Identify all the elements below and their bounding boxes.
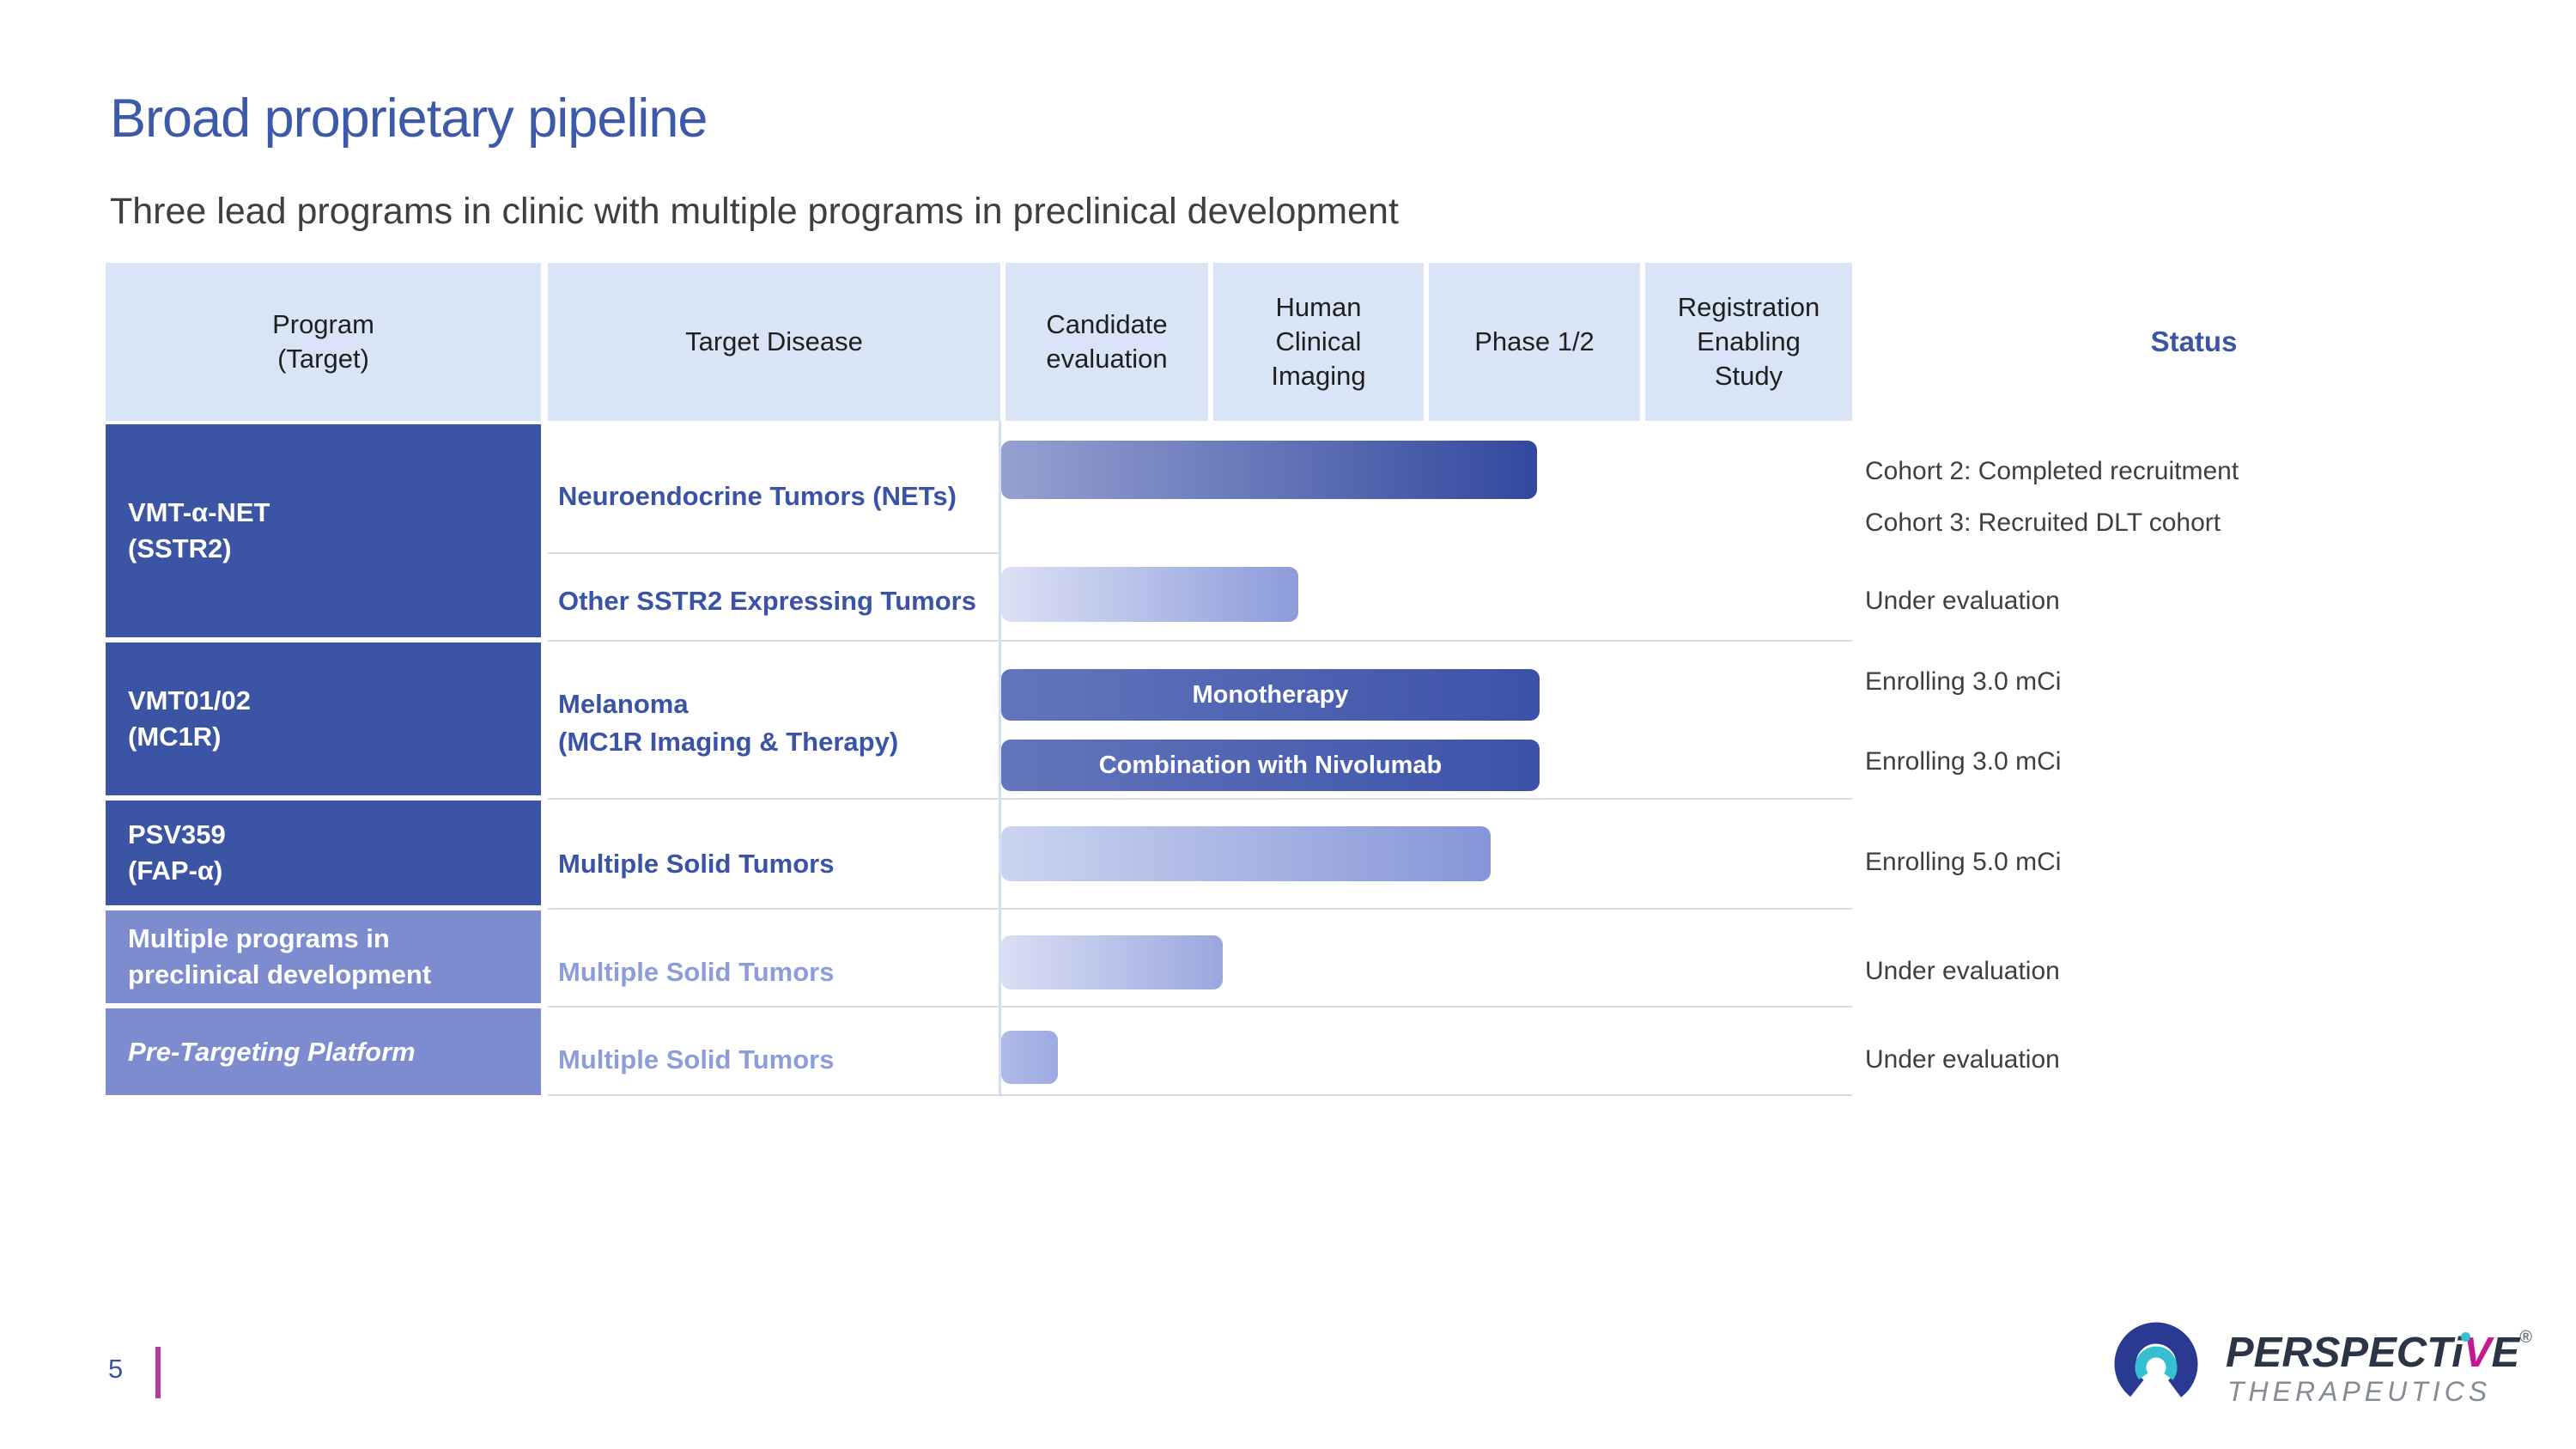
bar-label-monotherapy: Monotherapy bbox=[1192, 680, 1349, 709]
wordmark-i: i bbox=[2451, 1330, 2464, 1376]
registered-trademark-symbol: ® bbox=[2519, 1328, 2532, 1347]
program-cell-vmt01-02: VMT01/02 (MC1R) bbox=[106, 642, 541, 795]
column-header-human-clinical-imaging: Human Clinical Imaging bbox=[1213, 263, 1424, 421]
status-under-evaluation-pretargeting: Under evaluation bbox=[1865, 1045, 2060, 1074]
program-cell-vmt-a-net: VMT-α-NET (SSTR2) bbox=[106, 424, 541, 637]
status-enrolling-combination: Enrolling 3.0 mCi bbox=[1865, 747, 2062, 776]
table-bottom-border bbox=[548, 1094, 1852, 1096]
status-cohort-3: Cohort 3: Recruited DLT cohort bbox=[1865, 508, 2221, 537]
status-under-evaluation-preclinical: Under evaluation bbox=[1865, 957, 2060, 985]
wordmark-e: E bbox=[2491, 1330, 2520, 1376]
group-divider bbox=[548, 640, 1852, 642]
disease-multiple-solid-tumors-psv359: Multiple Solid Tumors bbox=[558, 849, 835, 879]
group-divider bbox=[548, 798, 1852, 800]
disease-melanoma: Melanoma (MC1R Imaging & Therapy) bbox=[558, 689, 899, 757]
page-number: 5 bbox=[108, 1354, 124, 1384]
group-divider bbox=[548, 1006, 1852, 1008]
column-header-program-target: Program (Target) bbox=[106, 263, 541, 421]
pipeline-bar-nets bbox=[1001, 441, 1537, 499]
column-divider bbox=[999, 421, 1001, 1095]
disease-multiple-solid-tumors-preclinical: Multiple Solid Tumors bbox=[558, 957, 835, 987]
status-under-evaluation-sstr2: Under evaluation bbox=[1865, 587, 2060, 615]
wordmark-i-dot bbox=[2461, 1332, 2470, 1342]
pipeline-bar-other-sstr2 bbox=[1001, 567, 1298, 622]
column-header-registration-enabling-study: Registration Enabling Study bbox=[1645, 263, 1852, 421]
page-title: Broad proprietary pipeline bbox=[110, 88, 708, 149]
wordmark-part1: PERSPECT bbox=[2226, 1330, 2452, 1376]
page-number-accent-bar bbox=[155, 1347, 161, 1398]
therapeutics-subtext: THERAPEUTICS bbox=[2227, 1376, 2492, 1407]
program-cell-psv359: PSV359 (FAP-α) bbox=[106, 801, 541, 905]
disease-neuroendocrine-tumors: Neuroendocrine Tumors (NETs) bbox=[558, 481, 957, 511]
column-header-target-disease: Target Disease bbox=[548, 263, 1000, 421]
pipeline-bar-pretargeting bbox=[1001, 1031, 1058, 1084]
column-header-phase-1-2: Phase 1/2 bbox=[1429, 263, 1640, 421]
program-cell-preclinical-programs: Multiple programs in preclinical develop… bbox=[106, 910, 541, 1003]
disease-multiple-solid-tumors-pretargeting: Multiple Solid Tumors bbox=[558, 1044, 835, 1075]
pipeline-bar-psv359 bbox=[1001, 826, 1491, 881]
perspective-logo-icon bbox=[2114, 1322, 2198, 1406]
page-subtitle: Three lead programs in clinic with multi… bbox=[110, 191, 1399, 232]
status-enrolling-psv359: Enrolling 5.0 mCi bbox=[1865, 848, 2062, 876]
perspective-wordmark: PERSPECTiVE® bbox=[2226, 1328, 2532, 1377]
column-header-candidate-evaluation: Candidate evaluation bbox=[1005, 263, 1208, 421]
bar-label-combination: Combination with Nivolumab bbox=[1098, 751, 1443, 779]
status-cohort-2: Cohort 2: Completed recruitment bbox=[1865, 457, 2239, 485]
disease-other-sstr2-tumors: Other SSTR2 Expressing Tumors bbox=[558, 586, 976, 616]
pipeline-bar-preclinical bbox=[1001, 935, 1223, 989]
pipeline-bar-combination-nivolumab: Combination with Nivolumab bbox=[1001, 740, 1540, 791]
pipeline-bar-monotherapy: Monotherapy bbox=[1001, 669, 1540, 721]
status-enrolling-monotherapy: Enrolling 3.0 mCi bbox=[1865, 667, 2062, 696]
row-divider bbox=[548, 552, 1000, 554]
group-divider bbox=[548, 908, 1852, 910]
column-header-status: Status bbox=[2150, 326, 2238, 357]
program-cell-pre-targeting-platform: Pre-Targeting Platform bbox=[106, 1008, 541, 1095]
